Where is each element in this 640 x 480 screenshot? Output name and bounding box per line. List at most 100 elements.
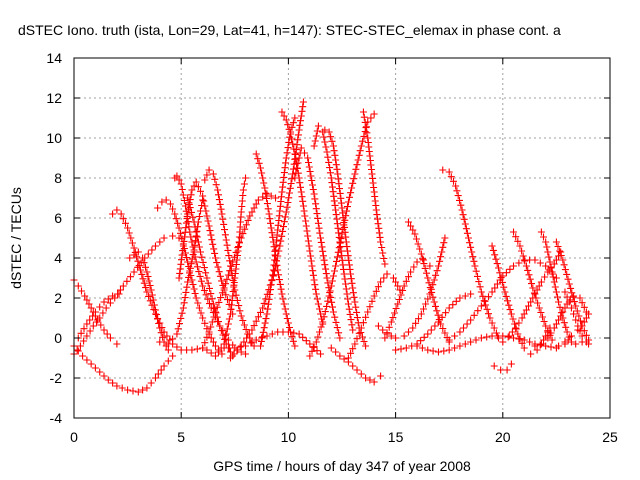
data-point <box>192 178 200 186</box>
data-point <box>434 318 442 326</box>
interpolated-markers <box>544 327 554 339</box>
y-tick-label: -2 <box>50 370 63 386</box>
data-point <box>237 234 245 242</box>
data-point <box>507 360 515 368</box>
data-point <box>254 196 262 204</box>
interpolated-markers <box>526 338 534 346</box>
interpolated-markers <box>311 195 324 237</box>
data-point <box>338 204 346 212</box>
interpolated-markers <box>123 273 134 285</box>
x-tick-label: 5 <box>177 429 185 445</box>
data-point <box>456 342 464 350</box>
data-series-track <box>70 342 177 396</box>
data-series <box>70 98 593 396</box>
data-point <box>336 352 344 360</box>
data-point <box>89 322 97 330</box>
data-point <box>497 366 505 374</box>
data-point <box>563 328 571 336</box>
interpolated-markers <box>436 239 448 265</box>
data-point <box>169 352 177 360</box>
data-point <box>87 360 95 368</box>
interpolated-markers <box>413 235 424 253</box>
data-point <box>299 202 307 210</box>
data-point <box>151 374 159 382</box>
interpolated-markers <box>425 279 437 301</box>
interpolated-markers <box>309 267 320 293</box>
grid-lines <box>74 58 610 418</box>
interpolated-markers <box>418 344 426 352</box>
interpolated-markers <box>360 113 371 137</box>
data-point <box>143 384 151 392</box>
interpolated-markers <box>326 267 338 295</box>
data-point <box>567 332 575 340</box>
interpolated-markers <box>178 186 188 204</box>
data-point <box>205 222 213 230</box>
data-point <box>413 340 421 348</box>
interpolated-markers <box>536 259 544 267</box>
interpolated-markers <box>232 291 244 315</box>
data-point <box>570 310 578 318</box>
interpolated-markers <box>187 233 199 261</box>
data-point <box>477 334 485 342</box>
interpolated-markers <box>207 334 217 346</box>
interpolated-markers <box>299 333 310 345</box>
interpolated-markers <box>100 372 108 380</box>
data-point <box>100 326 108 334</box>
data-point <box>340 270 348 278</box>
interpolated-markers <box>211 175 220 189</box>
data-point <box>559 256 567 264</box>
interpolated-markers <box>332 348 340 356</box>
data-point <box>218 210 226 218</box>
interpolated-markers <box>200 286 213 308</box>
data-point <box>430 298 438 306</box>
data-point <box>237 312 245 320</box>
data-point <box>512 324 520 332</box>
data-point <box>377 238 385 246</box>
data-point <box>565 298 573 306</box>
data-point <box>242 342 250 350</box>
interpolated-markers <box>305 159 317 193</box>
interpolated-markers <box>174 309 186 333</box>
data-point <box>544 334 552 342</box>
interpolated-markers <box>258 334 266 342</box>
interpolated-markers <box>274 193 285 229</box>
interpolated-markers <box>221 315 233 343</box>
interpolated-markers <box>567 284 578 306</box>
interpolated-markers <box>515 319 523 327</box>
data-point <box>229 258 237 266</box>
data-point <box>332 206 340 214</box>
data-point <box>518 314 526 322</box>
interpolated-markers <box>527 294 537 306</box>
interpolated-markers <box>547 343 555 351</box>
interpolated-markers <box>343 243 354 273</box>
plot-frame <box>73 57 611 419</box>
data-point <box>158 198 166 206</box>
data-point <box>445 304 453 312</box>
interpolated-markers <box>545 266 557 278</box>
data-point <box>370 378 378 386</box>
data-point <box>231 344 239 352</box>
data-series-track <box>374 234 449 342</box>
interpolated-markers <box>451 344 459 352</box>
x-tick-label: 25 <box>602 429 618 445</box>
interpolated-markers <box>86 312 97 324</box>
interpolated-markers <box>489 246 501 268</box>
data-point <box>572 340 580 348</box>
interpolated-markers <box>420 295 432 313</box>
data-point <box>192 258 200 266</box>
data-point <box>257 164 265 172</box>
data-series-track <box>310 122 357 334</box>
data-point <box>106 334 114 342</box>
data-point <box>486 314 494 322</box>
y-tick-label: 4 <box>54 250 62 266</box>
interpolated-markers <box>296 103 307 129</box>
data-point <box>124 386 132 394</box>
data-point <box>282 116 290 124</box>
data-point <box>299 98 307 106</box>
interpolated-markers <box>213 289 226 311</box>
data-point <box>565 280 573 288</box>
interpolated-markers <box>266 215 277 241</box>
data-point <box>171 210 179 218</box>
interpolated-markers <box>217 327 229 343</box>
data-point <box>214 186 222 194</box>
